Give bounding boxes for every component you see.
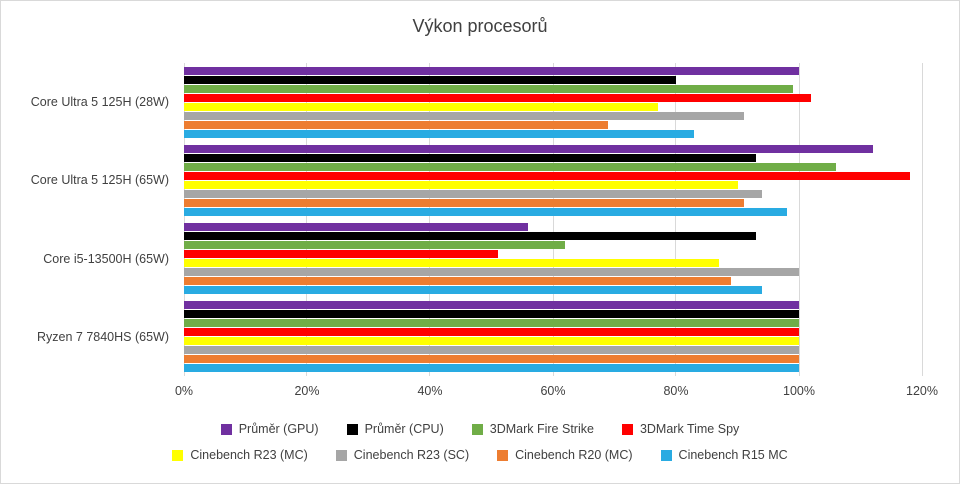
legend-swatch-icon bbox=[335, 449, 347, 461]
bar-group bbox=[184, 141, 922, 219]
tick-label: 0% bbox=[174, 384, 194, 398]
chart-title: Výkon procesorů bbox=[412, 16, 548, 36]
tick-label: 100% bbox=[783, 384, 815, 398]
bar-groups bbox=[184, 63, 922, 376]
bar bbox=[184, 180, 738, 189]
tick-label: 120% bbox=[906, 384, 938, 398]
legend-item: Průměr (GPU) bbox=[220, 422, 319, 436]
bar bbox=[184, 66, 799, 75]
bar bbox=[184, 120, 609, 129]
legend-label: Cinebench R20 (MC) bbox=[515, 448, 633, 462]
bar bbox=[184, 111, 744, 120]
bar bbox=[184, 277, 732, 286]
bar-group bbox=[184, 220, 922, 298]
bar bbox=[184, 102, 658, 111]
legend-label: Cinebench R15 MC bbox=[678, 448, 788, 462]
legend-swatch-icon bbox=[497, 449, 509, 461]
tick-label: 40% bbox=[417, 384, 443, 398]
legend-label: Cinebench R23 (MC) bbox=[190, 448, 308, 462]
legend-label: Průměr (CPU) bbox=[364, 422, 444, 436]
bar bbox=[184, 346, 799, 355]
gridline bbox=[921, 63, 923, 376]
gridline bbox=[183, 63, 185, 376]
bar bbox=[184, 319, 799, 328]
legend-item: Cinebench R20 (MC) bbox=[497, 448, 633, 462]
category-axis: Core Ultra 5 125H (28W) Core Ultra 5 125H… bbox=[1, 63, 177, 376]
gridline bbox=[429, 63, 431, 376]
category-label: Core i5-13500H (65W) bbox=[43, 251, 169, 266]
bar bbox=[184, 259, 720, 268]
category-label: Ryzen 7 7840HS (65W) bbox=[36, 329, 169, 344]
gridline bbox=[306, 63, 308, 376]
legend-item: 3DMark Time Spy bbox=[621, 422, 740, 436]
bar bbox=[184, 232, 756, 241]
gridline bbox=[798, 63, 800, 376]
bar bbox=[184, 153, 756, 162]
legend-item: 3DMark Fire Strike bbox=[471, 422, 594, 436]
bar bbox=[184, 129, 695, 138]
legend-label: 3DMark Time Spy bbox=[639, 422, 740, 436]
bar bbox=[184, 268, 799, 277]
legend-item: Cinebench R23 (SC) bbox=[335, 448, 470, 462]
bar bbox=[184, 337, 799, 346]
bar bbox=[184, 364, 799, 373]
legend-item: Cinebench R15 MC bbox=[660, 448, 788, 462]
gridline bbox=[675, 63, 677, 376]
bar bbox=[184, 171, 910, 180]
legend-swatch-icon bbox=[660, 449, 672, 461]
legend-row: Cinebench R23 (MC) Cinebench R23 (SC) Cine… bbox=[172, 448, 788, 462]
legend-item: Cinebench R23 (MC) bbox=[172, 448, 308, 462]
bar bbox=[184, 93, 812, 102]
legend: Průměr (GPU) Průměr (CPU) 3DMark Fire Stri… bbox=[1, 422, 959, 462]
bar bbox=[184, 75, 676, 84]
legend-swatch-icon bbox=[346, 423, 358, 435]
gridline bbox=[552, 63, 554, 376]
bar bbox=[184, 198, 744, 207]
bar-group bbox=[184, 298, 922, 376]
bar bbox=[184, 355, 799, 364]
legend-swatch-icon bbox=[220, 423, 232, 435]
plot-area bbox=[183, 63, 923, 376]
legend-label: Průměr (GPU) bbox=[238, 422, 319, 436]
legend-swatch-icon bbox=[621, 423, 633, 435]
tick-label: 60% bbox=[540, 384, 566, 398]
tick-label: 20% bbox=[294, 384, 320, 398]
bar bbox=[184, 144, 873, 153]
bar bbox=[184, 286, 763, 295]
bar bbox=[184, 250, 498, 259]
bar bbox=[184, 328, 799, 337]
tick-label: 80% bbox=[663, 384, 689, 398]
category-label: Core Ultra 5 125H (28W) bbox=[30, 95, 169, 110]
value-axis: 0% 20% 40% 60% 80% 100% 120% bbox=[175, 384, 938, 400]
legend-label: 3DMark Fire Strike bbox=[489, 422, 594, 436]
bar bbox=[184, 223, 529, 232]
bar bbox=[184, 207, 787, 216]
category-label: Core Ultra 5 125H (65W) bbox=[30, 173, 169, 188]
legend-item: Průměr (CPU) bbox=[346, 422, 444, 436]
legend-swatch-icon bbox=[471, 423, 483, 435]
bar bbox=[184, 241, 566, 250]
bar bbox=[184, 301, 799, 310]
legend-swatch-icon bbox=[172, 449, 184, 461]
bar bbox=[184, 84, 793, 93]
bar bbox=[184, 310, 799, 319]
legend-row: Průměr (GPU) Průměr (CPU) 3DMark Fire Stri… bbox=[220, 422, 740, 436]
bar bbox=[184, 162, 836, 171]
legend-label: Cinebench R23 (SC) bbox=[353, 448, 470, 462]
bar bbox=[184, 189, 763, 198]
bar-group bbox=[184, 63, 922, 141]
